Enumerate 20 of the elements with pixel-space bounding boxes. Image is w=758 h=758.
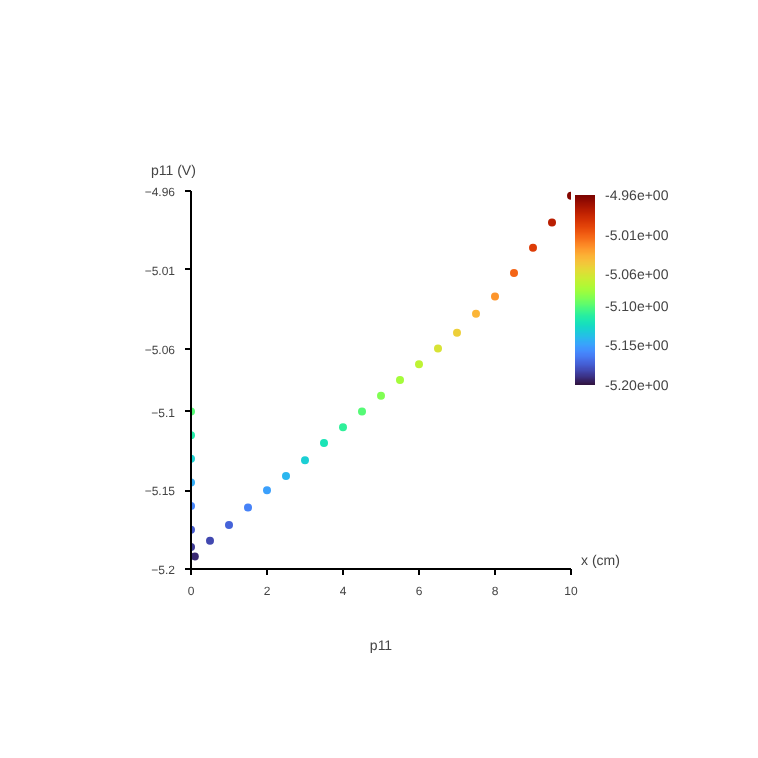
point: [548, 218, 556, 227]
point: [358, 407, 366, 416]
point: [510, 268, 518, 277]
point: [472, 309, 480, 318]
point: [491, 292, 499, 301]
point: [206, 536, 214, 545]
point: [191, 552, 199, 561]
point: [244, 503, 252, 512]
point: [415, 360, 423, 369]
point: [377, 391, 385, 400]
point: [225, 520, 233, 529]
point: [282, 472, 290, 481]
point: [453, 328, 461, 337]
point: [434, 344, 442, 353]
point: [301, 456, 309, 465]
point: [396, 376, 404, 384]
point: [320, 439, 328, 447]
point: [263, 486, 271, 495]
point: [339, 423, 347, 432]
point: [529, 243, 537, 252]
